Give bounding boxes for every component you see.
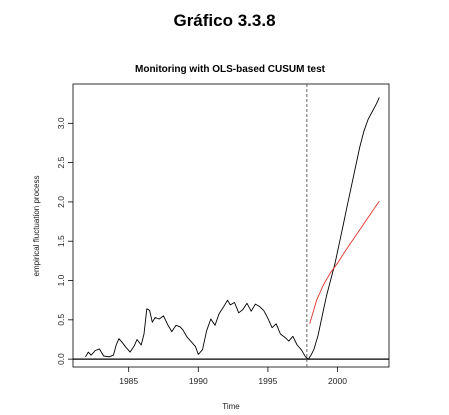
x-tick-label: 1985: [119, 376, 138, 386]
y-tick-label: 3.0: [56, 117, 66, 129]
y-tick-label: 0.5: [56, 314, 66, 326]
series-layer: [85, 97, 380, 360]
x-tick-label: 1990: [189, 376, 208, 386]
y-tick-label: 1.0: [56, 274, 66, 286]
y-tick-label: 0.0: [56, 353, 66, 365]
plot-title: Monitoring with OLS-based CUSUM test: [135, 64, 326, 75]
x-tick-label: 2000: [328, 376, 347, 386]
y-axis-label: empirical fluctuation process: [32, 176, 41, 277]
plot-frame: [72, 83, 390, 368]
reference-lines: [73, 84, 389, 367]
x-axis: 1985 1990 1995 2000: [119, 367, 347, 386]
figure-title: Gráfico 3.3.8: [173, 11, 276, 30]
boundary-line: [309, 200, 380, 324]
fluctuation-process-line: [85, 97, 380, 360]
y-tick-label: 1.5: [56, 235, 66, 247]
x-tick-label: 1995: [258, 376, 277, 386]
y-tick-label: 2.0: [56, 196, 66, 208]
y-axis: 0.0 0.5 1.0 1.5 2.0 2.5 3.0: [56, 117, 73, 365]
x-axis-label: Time: [222, 402, 240, 411]
y-tick-label: 2.5: [56, 156, 66, 168]
